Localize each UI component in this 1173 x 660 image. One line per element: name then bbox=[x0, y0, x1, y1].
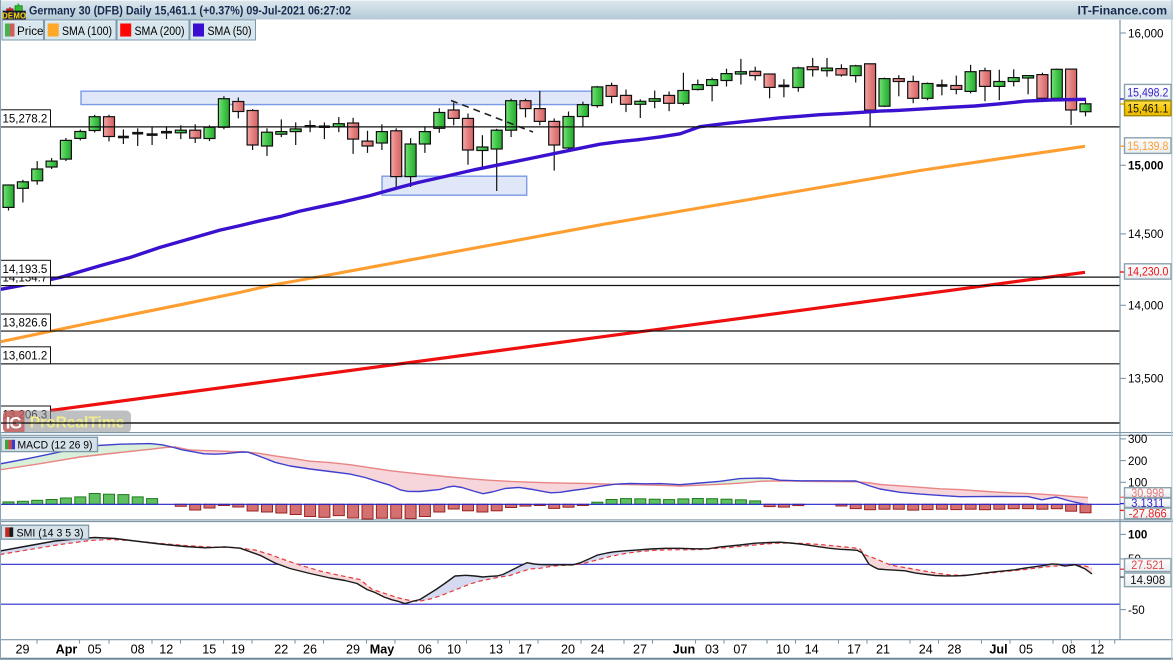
svg-text:27: 27 bbox=[633, 643, 647, 657]
svg-text:08: 08 bbox=[131, 643, 145, 657]
svg-text:Jun: Jun bbox=[673, 643, 695, 657]
svg-text:13: 13 bbox=[489, 643, 503, 657]
svg-text:DEMO: DEMO bbox=[2, 11, 26, 20]
svg-text:14.908: 14.908 bbox=[1130, 573, 1165, 587]
svg-text:15,278.2: 15,278.2 bbox=[3, 114, 48, 126]
svg-text:30.998: 30.998 bbox=[1131, 486, 1164, 500]
svg-text:06: 06 bbox=[418, 643, 432, 657]
svg-text:13,826.6: 13,826.6 bbox=[3, 318, 48, 330]
svg-text:15,498.2: 15,498.2 bbox=[1127, 85, 1168, 99]
svg-text:19: 19 bbox=[231, 643, 245, 657]
svg-text:12: 12 bbox=[159, 643, 173, 657]
svg-text:15,000: 15,000 bbox=[1128, 160, 1163, 173]
svg-text:MACD (12 26 9): MACD (12 26 9) bbox=[18, 440, 93, 452]
svg-text:Germany 30 (DFB) Daily 15,461.: Germany 30 (DFB) Daily 15,461.1 (+0.37%)… bbox=[29, 4, 351, 18]
svg-text:14,000: 14,000 bbox=[1128, 300, 1163, 313]
svg-text:12: 12 bbox=[1090, 643, 1104, 657]
svg-text:24: 24 bbox=[919, 643, 933, 657]
svg-text:13,500: 13,500 bbox=[1128, 373, 1163, 386]
svg-text:10: 10 bbox=[776, 643, 790, 657]
svg-text:16,000: 16,000 bbox=[1128, 27, 1163, 40]
svg-text:13,601.2: 13,601.2 bbox=[3, 351, 48, 363]
svg-text:200: 200 bbox=[1128, 455, 1147, 468]
svg-text:100: 100 bbox=[1128, 529, 1147, 542]
svg-text:08: 08 bbox=[1062, 643, 1076, 657]
svg-text:3.1311: 3.1311 bbox=[1131, 496, 1164, 510]
svg-text:15: 15 bbox=[202, 643, 216, 657]
svg-text:-27.866: -27.866 bbox=[1129, 507, 1167, 521]
svg-text:14,193.5: 14,193.5 bbox=[3, 264, 48, 276]
svg-text:15,139.8: 15,139.8 bbox=[1127, 139, 1168, 153]
svg-text:20: 20 bbox=[561, 643, 575, 657]
svg-text:10: 10 bbox=[447, 643, 461, 657]
svg-text:Apr: Apr bbox=[56, 643, 78, 657]
svg-text:SMA (50): SMA (50) bbox=[208, 24, 252, 38]
svg-text:03: 03 bbox=[705, 643, 719, 657]
svg-text:05: 05 bbox=[1019, 643, 1033, 657]
svg-text:Price: Price bbox=[17, 24, 44, 38]
svg-text:26: 26 bbox=[303, 643, 317, 657]
svg-text:May: May bbox=[370, 643, 395, 657]
svg-text:SMA (100): SMA (100) bbox=[62, 24, 112, 38]
svg-text:29: 29 bbox=[15, 643, 29, 657]
svg-text:28: 28 bbox=[947, 643, 961, 657]
svg-text:05: 05 bbox=[88, 643, 102, 657]
svg-text:SMA (200): SMA (200) bbox=[135, 24, 185, 38]
svg-text:300: 300 bbox=[1128, 433, 1147, 446]
svg-text:14,500: 14,500 bbox=[1128, 228, 1163, 241]
svg-text:17: 17 bbox=[847, 643, 861, 657]
svg-text:07: 07 bbox=[733, 643, 747, 657]
svg-text:15,461.1: 15,461.1 bbox=[1127, 102, 1168, 116]
svg-text:-50: -50 bbox=[1128, 604, 1145, 617]
svg-text:100: 100 bbox=[1128, 477, 1147, 490]
svg-text:SMI (14 3 5 3): SMI (14 3 5 3) bbox=[17, 527, 84, 539]
svg-text:29: 29 bbox=[346, 643, 360, 657]
svg-text:22: 22 bbox=[274, 643, 288, 657]
svg-text:17: 17 bbox=[518, 643, 532, 657]
svg-text:14,230.0: 14,230.0 bbox=[1127, 265, 1168, 279]
svg-text:27.521: 27.521 bbox=[1131, 558, 1164, 572]
svg-text:14: 14 bbox=[805, 643, 819, 657]
svg-text:21: 21 bbox=[876, 643, 890, 657]
svg-text:Jul: Jul bbox=[989, 643, 1007, 657]
svg-text:IT-Finance.com: IT-Finance.com bbox=[1077, 4, 1167, 18]
svg-text:24: 24 bbox=[590, 643, 604, 657]
